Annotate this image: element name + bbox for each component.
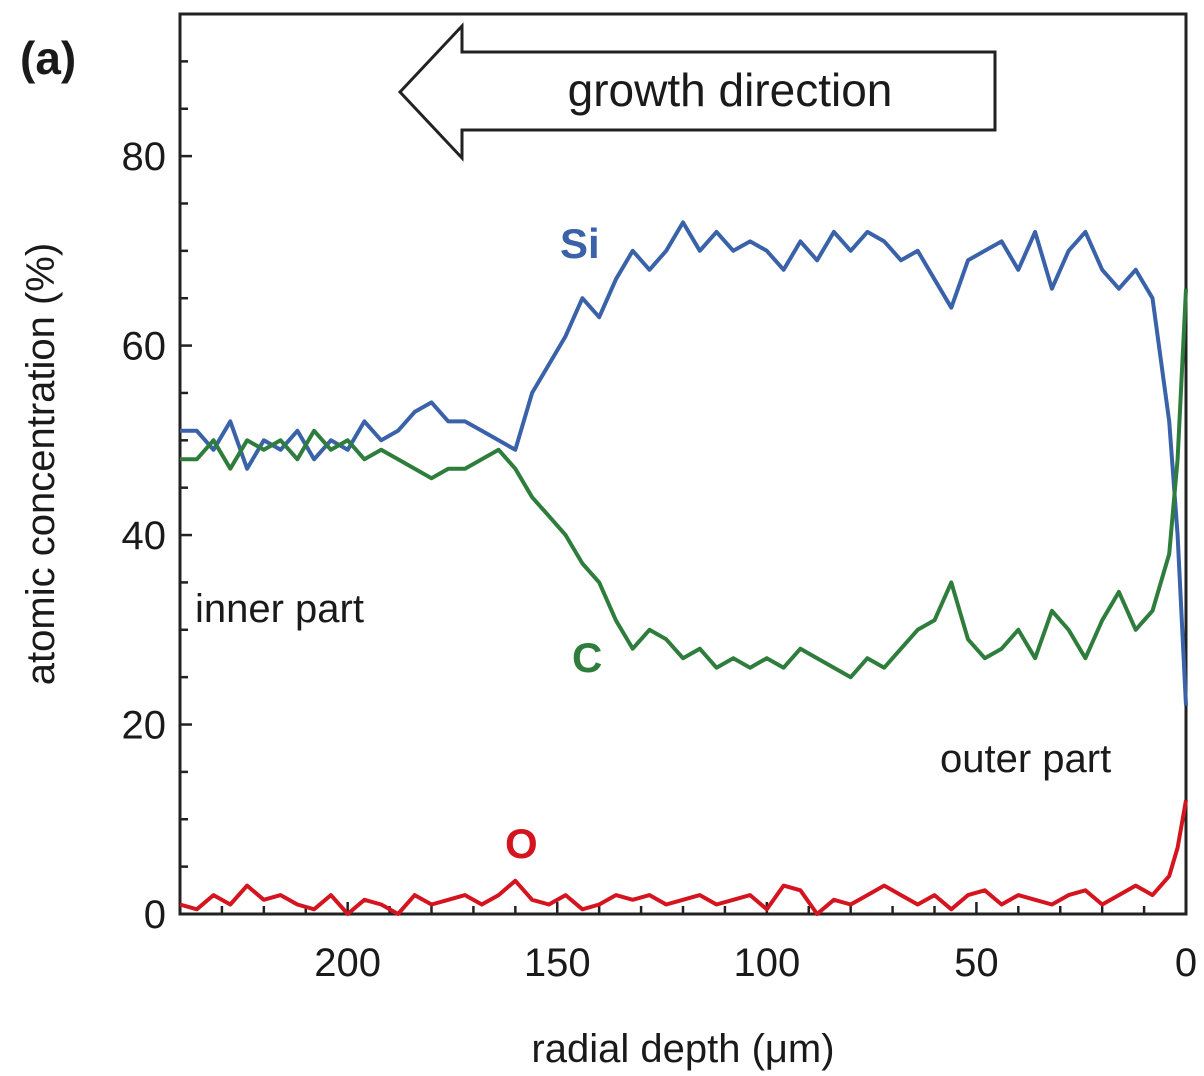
arrow-shape	[397, 22, 997, 162]
y-tick-label: 60	[122, 325, 167, 369]
y-tick-label: 20	[122, 704, 167, 748]
x-tick-label: 150	[524, 941, 591, 985]
arrow-label: growth direction	[568, 64, 893, 116]
y-axis-ticks: 0 20 40 60 80	[122, 60, 192, 937]
x-axis-title: radial depth (μm)	[531, 1027, 834, 1071]
x-tick-label: 0	[1175, 941, 1197, 985]
x-tick-label: 200	[314, 941, 381, 985]
y-tick-label: 80	[122, 135, 167, 179]
y-axis-title: atomic concentration (%)	[19, 243, 63, 685]
x-tick-label: 100	[733, 941, 800, 985]
series-line-c	[180, 288, 1188, 680]
series-label-c: C	[572, 634, 602, 681]
y-tick-label: 0	[144, 893, 166, 937]
data-lines	[179, 220, 1188, 916]
y-tick-label: 40	[122, 514, 167, 558]
series-label-si: Si	[560, 220, 600, 267]
inner-part-label: inner part	[195, 587, 364, 631]
panel-label: (a)	[20, 32, 76, 84]
growth-direction-arrow: growth direction	[397, 22, 997, 162]
series-line-o	[179, 799, 1188, 916]
x-tick-label: 50	[954, 941, 999, 985]
outer-part-label: outer part	[940, 737, 1111, 781]
x-axis-ticks: 200 150 100 50 0	[178, 902, 1197, 985]
series-label-o: O	[505, 820, 538, 867]
series-line-si	[180, 220, 1188, 706]
